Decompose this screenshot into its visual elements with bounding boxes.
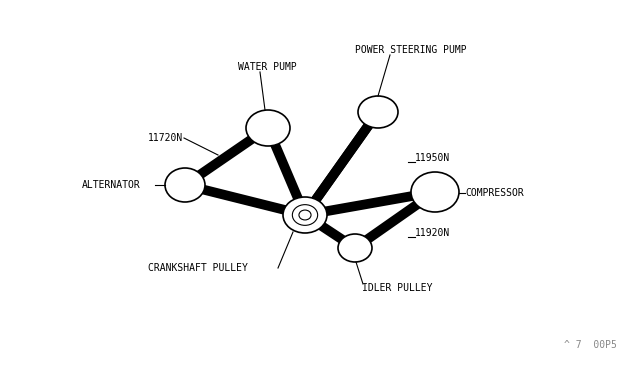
Text: COMPRESSOR: COMPRESSOR [465,188,524,198]
Ellipse shape [165,168,205,202]
Text: 11950N: 11950N [415,153,451,163]
Text: CRANKSHAFT PULLEY: CRANKSHAFT PULLEY [148,263,248,273]
Ellipse shape [292,205,317,225]
Ellipse shape [358,96,398,128]
Ellipse shape [411,172,459,212]
Text: 11720N: 11720N [148,133,183,143]
Ellipse shape [246,110,290,146]
Ellipse shape [299,210,311,220]
Text: WATER PUMP: WATER PUMP [238,62,297,72]
Ellipse shape [283,197,327,233]
Text: 11920N: 11920N [415,228,451,238]
Text: POWER STEERING PUMP: POWER STEERING PUMP [355,45,467,55]
Text: ALTERNATOR: ALTERNATOR [82,180,141,190]
Text: IDLER PULLEY: IDLER PULLEY [362,283,433,293]
Text: ^ 7  00P5: ^ 7 00P5 [564,340,616,350]
Ellipse shape [338,234,372,262]
